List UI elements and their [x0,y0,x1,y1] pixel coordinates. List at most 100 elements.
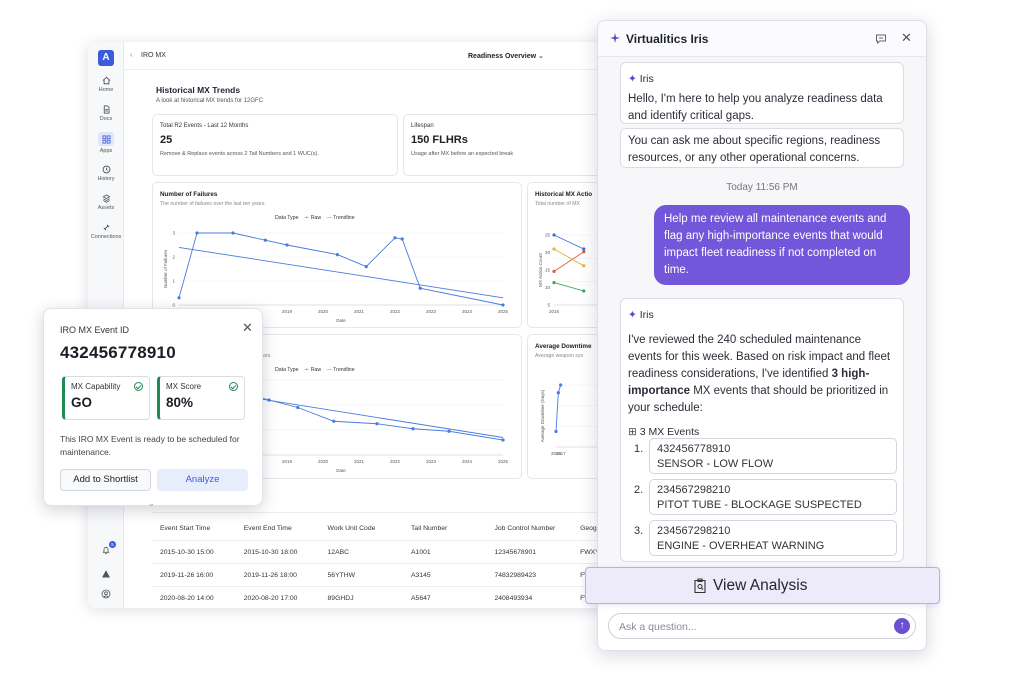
app-logo[interactable]: A [98,50,114,66]
kpi-label: Lifespan [411,123,434,129]
rail-item-docs[interactable]: Docs [88,105,124,122]
chart-card-mx-actions: Historical MX Actio Total number of MX 2… [527,182,607,328]
rail-label-home: Home [98,87,114,93]
x-tick-label: 2024 [462,459,473,464]
kpi-card-lifespan: Lifespan 150 FLHRs Usage after MX before… [403,114,608,176]
view-selector[interactable]: Readiness Overview ⌄ [468,52,544,60]
column-header[interactable]: Work Unit Code [319,513,404,541]
user-message-bubble: Help me review all maintenance events an… [654,205,910,285]
table-header-row: Event Start Time Event End Time Work Unit … [152,513,608,541]
data-point [285,243,289,247]
x-tick-label: 2023 [426,309,437,314]
chart-subtitle: Average weapon sys [535,353,584,359]
x-tick-label: 2022 [390,309,401,314]
table-cell: 2015-10-30 15:00 [152,540,236,564]
event-item-id: 234567298210 [657,525,731,537]
legend-trend-label: Trendline [333,367,355,373]
analyze-button[interactable]: Analyze [157,469,248,491]
failures-chart-svg: 2016201720182019202020212022202320242025… [163,231,509,324]
x-tick-label: 2016 [551,451,562,456]
series-line [553,282,584,292]
event-item-1[interactable]: 432456778910 SENSOR - LOW FLOW [649,438,897,474]
score-value: 80% [166,395,194,410]
view-analysis-button[interactable]: View Analysis [585,567,940,604]
assets-icon [102,194,110,203]
legend-trend-label: Trendline [333,215,355,221]
rail-item-connections[interactable]: Connections [88,223,124,240]
column-header[interactable]: Tail Number [403,513,487,541]
table-cell: A3145 [403,563,487,587]
kpi-description: Usage after MX before an expected break [411,151,514,157]
column-header[interactable]: Event End Time [235,513,320,541]
event-item-3[interactable]: 234567298210 ENGINE - OVERHEAT WARNING [649,520,897,556]
add-to-shortlist-button[interactable]: Add to Shortlist [60,469,151,491]
greeting-text: Hello, I'm here to help you analyze read… [628,93,883,122]
event-number: 3. [634,525,644,537]
close-icon[interactable]: ✕ [242,320,253,335]
bot-name: Iris [639,73,654,85]
iris-title: Virtualitics Iris [626,32,709,46]
history-icon [102,165,110,174]
rail-item-home[interactable]: Home [88,76,124,93]
mx-actions-chart-svg: 2016 25 20 15 10 5 MX Action Count [538,233,602,314]
capability-card: MX Capability GO [62,376,150,420]
chart-title: Number of Failures [160,191,218,198]
chart-title: Historical MX Actio [535,191,593,198]
column-header[interactable]: Job Control Number [486,513,573,541]
iris-reply-bubble: ✦ Iris I've reviewed the 240 scheduled m… [620,298,904,562]
section-subtitle: A look at historical MX trends for 12GFC [156,98,264,104]
rail-item-apps[interactable]: Apps [88,132,124,154]
notifications-button[interactable]: 5 [88,541,124,557]
event-item-2[interactable]: 234567298210 PITOT TUBE - BLOCKAGE SUSPE… [649,479,897,515]
breadcrumb[interactable]: IRO MX [141,52,166,59]
table-cell: 2020-08-20 14:00 [152,586,236,608]
check-circle-icon [134,382,143,391]
new-chat-icon[interactable] [875,33,887,45]
sparkle-icon: ✦ [628,309,637,321]
y-axis-label: MX Action Count [538,252,543,286]
clipboard-search-icon [694,578,706,594]
reply-text-part: MX events that should be prioritized in … [628,385,889,414]
rail-item-history[interactable]: History [88,165,124,182]
view-analysis-label: View Analysis [713,577,808,594]
x-tick-label: 2021 [354,309,365,314]
event-item-desc: ENGINE - OVERHEAT WARNING [657,540,825,552]
event-item-desc: SENSOR - LOW FLOW [657,458,774,470]
table-cell: 2019-11-26 16:00 [152,563,236,587]
iris-greeting-bubble: ✦ Iris Hello, I'm here to help you analy… [620,62,904,124]
column-header[interactable]: Event Start Time [152,513,236,541]
chart-legend: Data Type -•- Raw — Trendline [275,215,355,221]
data-point [559,383,563,387]
profile-button[interactable] [88,589,124,601]
score-label: MX Score [166,382,202,391]
back-chevron-icon[interactable]: ‹ [130,52,133,59]
table-cell: A5647 [403,586,487,608]
x-tick-label: 2017 [556,451,567,456]
series-line [178,232,504,306]
table-row[interactable]: 2020-08-20 14:00 2020-08-20 17:00 89GHDJ A5… [152,586,608,608]
bell-icon [102,546,110,555]
table-row[interactable]: 2015-10-30 15:00 2015-10-30 18:00 12ABC A10… [152,540,608,564]
events-label: 3 MX Events [639,426,700,438]
user-icon [101,589,111,599]
rail-item-assets[interactable]: Assets [88,194,124,211]
y-tick-label: 15 [545,268,551,273]
send-arrow-icon[interactable]: ↑ [894,618,910,634]
trendline [250,397,504,438]
popup-message: This IRO MX Event is ready to be schedul… [60,434,240,457]
chevron-down-icon: ⌄ [538,53,544,60]
alert-button[interactable] [88,569,124,581]
legend-raw-label: Raw [310,215,322,221]
kpi-label: Total R2 Events - Last 12 Months [160,123,249,129]
y-tick-label: 20 [545,250,551,255]
chart-card-downtime: Average Downtime Average weapon sys 2016… [527,334,607,479]
question-input[interactable]: Ask a question... ↑ [608,613,916,639]
y-tick-label: 10 [545,285,551,290]
x-tick-label: 2025 [498,459,509,464]
data-point [418,286,422,290]
close-icon[interactable]: ✕ [901,30,912,45]
y-tick-label: 25 [545,233,551,238]
bot-name: Iris [639,309,654,321]
table-row[interactable]: 2019-11-26 16:00 2019-11-26 18:00 56YTHW A3… [152,563,608,587]
